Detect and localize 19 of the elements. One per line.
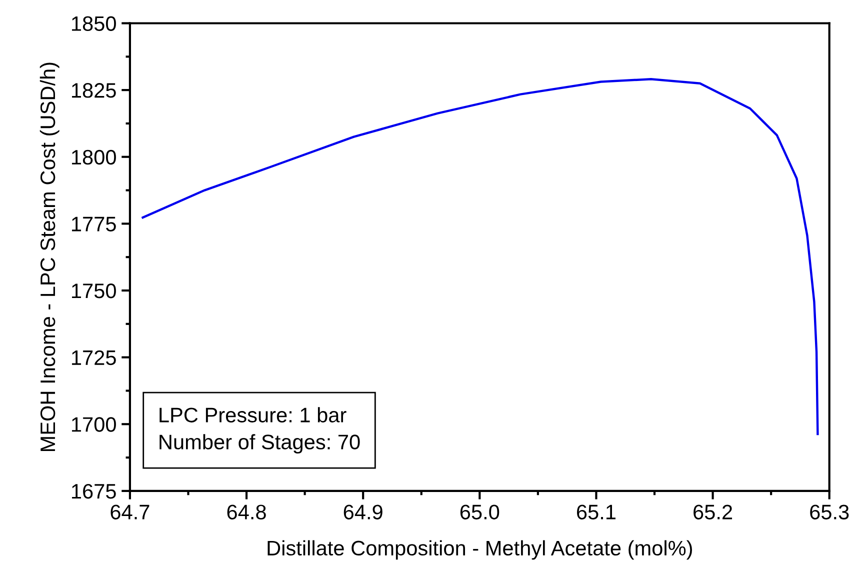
x-tick-label: 65.2 <box>694 504 732 520</box>
x-tick-label: 64.9 <box>344 504 382 520</box>
x-tick-label: 64.8 <box>227 504 266 520</box>
annotation: LPC Pressure: 1 bar Number of Stages: 70 <box>160 407 360 454</box>
x-tick-label: 64.7 <box>110 504 150 520</box>
x-tick-label: 65.1 <box>577 504 616 520</box>
y-tick-label: 1700 <box>72 417 116 432</box>
y-axis-title: MEOH Income - LPC Steam Cost (USD/h) <box>40 62 60 452</box>
y-tick-label: 1725 <box>72 350 116 366</box>
x-tick-label: 65.0 <box>460 504 500 520</box>
y-tick-label: 1750 <box>72 284 116 298</box>
y-tick-label: 1825 <box>72 83 116 98</box>
y-tick-label: 1675 <box>72 484 116 499</box>
line-series <box>142 78 819 436</box>
y-tick-label: 1850 <box>72 16 116 31</box>
y-tick-label: 1800 <box>72 150 116 165</box>
y-tick-label: 1775 <box>72 216 116 232</box>
x-axis-title: Distillate Composition - Methyl Acetate (mol%) <box>268 540 692 560</box>
x-tick-label: 65.3 <box>810 504 849 520</box>
